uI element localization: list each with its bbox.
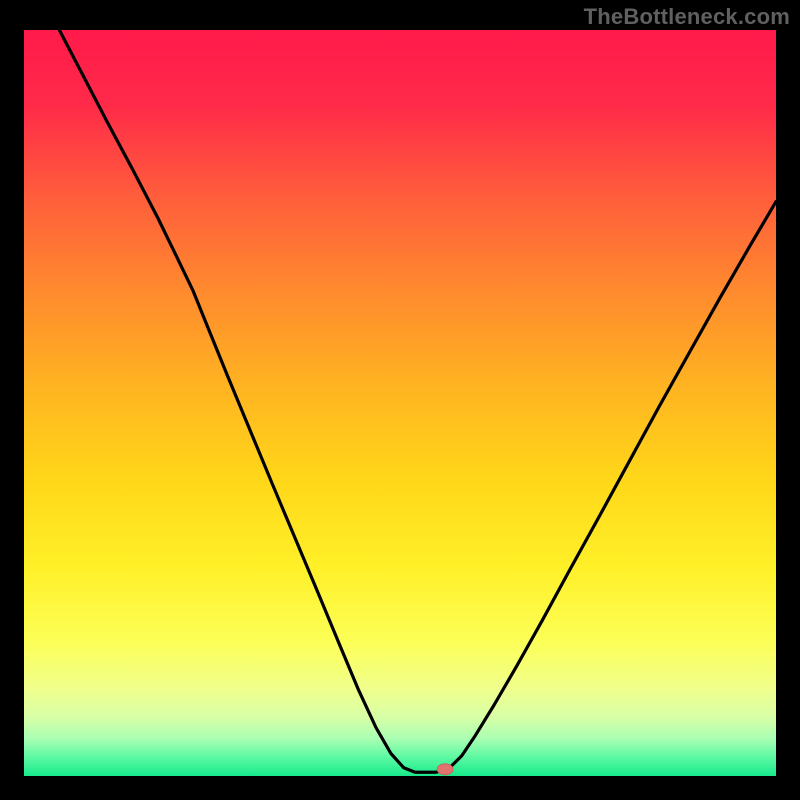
gradient-background (24, 30, 776, 776)
optimal-marker (437, 764, 453, 775)
bottleneck-chart (24, 30, 776, 776)
chart-frame: TheBottleneck.com (0, 0, 800, 800)
attribution-label: TheBottleneck.com (584, 4, 790, 30)
plot-area (24, 30, 776, 776)
